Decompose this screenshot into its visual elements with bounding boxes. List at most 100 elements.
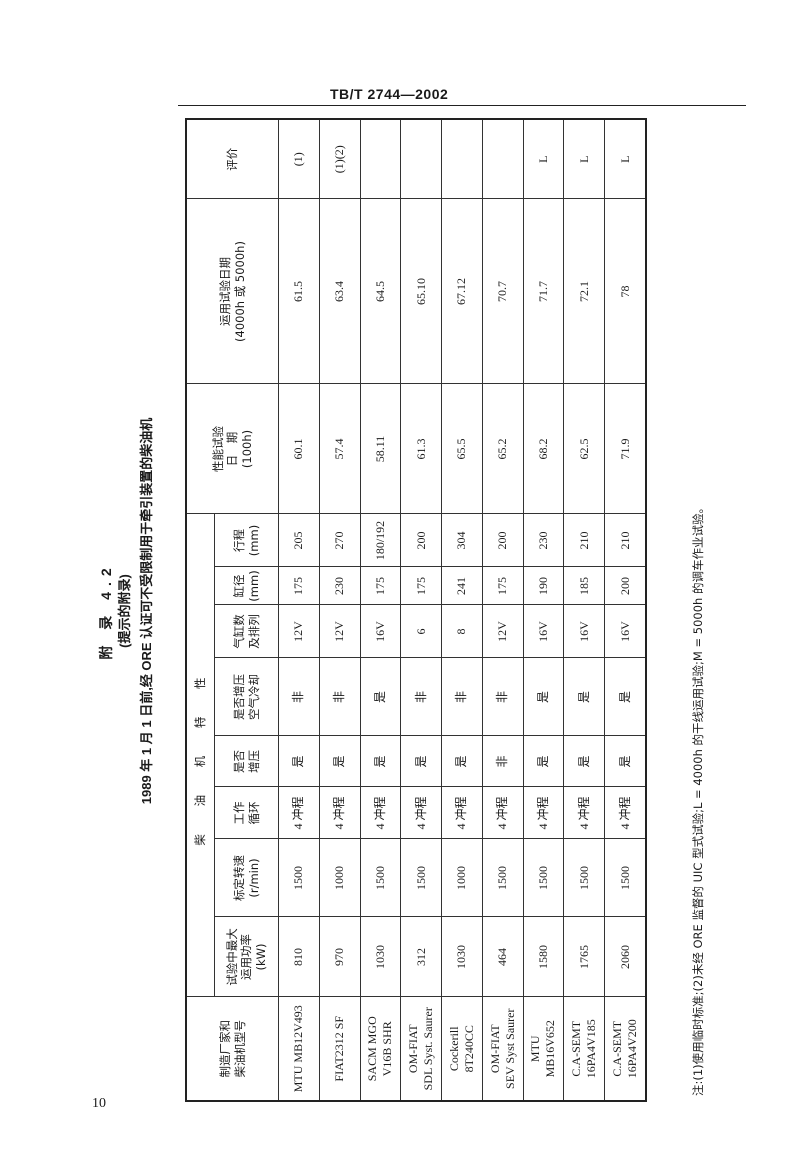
- table-cell: 1500: [523, 839, 564, 917]
- table-cell: 16V: [523, 605, 564, 658]
- table-cell: 是: [523, 658, 564, 736]
- table-cell: (1)(2): [319, 119, 361, 199]
- table-cell: [482, 119, 524, 199]
- table-cell: 是: [604, 736, 646, 787]
- table-cell: 12V: [482, 605, 524, 658]
- table-cell: C.A-SEMT 16PA4V200: [604, 997, 646, 1101]
- appendix-type: (提示的附录): [117, 574, 132, 648]
- table-cell: 71.7: [523, 199, 564, 384]
- table-cell: 4 冲程: [563, 787, 605, 839]
- table-cell: 65.2: [482, 384, 524, 514]
- table-cell: 是: [441, 736, 483, 787]
- appendix-title: 附 录 4.2: [98, 562, 114, 660]
- table-cell: 是: [604, 658, 646, 736]
- table-cell: 78: [604, 199, 646, 384]
- table-row: OM-FIAT SEV Syst Saurer 464 1500 4 冲程非非 12V 1…: [482, 119, 524, 1101]
- table-cell: 是: [400, 736, 442, 787]
- table-cell: 4 冲程: [523, 787, 564, 839]
- table-cell: 6: [400, 605, 442, 658]
- table-cell: 12V: [278, 605, 320, 658]
- table-cell: 8: [441, 605, 483, 658]
- col-header-cylinders: 气缸数 及排列: [214, 605, 279, 658]
- table-cell: 230: [523, 514, 564, 567]
- table-cell: MTU MB16V652: [523, 997, 564, 1101]
- table-cell: 4 冲程: [278, 787, 320, 839]
- table-row: MTU MB12V493 810 1500 4 冲程是非 12V 175 205 60.1 61…: [278, 119, 320, 1101]
- table-cell: 1000: [441, 839, 483, 917]
- table-cell: 175: [360, 567, 401, 605]
- table-cell: 是: [278, 736, 320, 787]
- table-row: SACM MGO V16B SHR 1030 1500 4 冲程是是 16V 175 180…: [360, 119, 401, 1101]
- table-cell: Cockerill 8T240CC: [441, 997, 483, 1101]
- col-header-manufacturer: 制造厂家和 柴油机型号: [186, 997, 279, 1101]
- table-cell: 1500: [604, 839, 646, 917]
- table-cell: 60.1: [278, 384, 320, 514]
- table-cell: MTU MB12V493: [278, 997, 320, 1101]
- table-cell: 57.4: [319, 384, 361, 514]
- table-cell: SACM MGO V16B SHR: [360, 997, 401, 1101]
- table-cell: 68.2: [523, 384, 564, 514]
- table-cell: 4 冲程: [482, 787, 524, 839]
- table-cell: 230: [319, 567, 361, 605]
- table-cell: L: [563, 119, 605, 199]
- table-row: OM-FIAT SDL Syst. Saurer 312 1500 4 冲程是非 6 17…: [400, 119, 442, 1101]
- table-cell: 是: [319, 736, 361, 787]
- table-cell: 非: [482, 736, 524, 787]
- table-cell: 304: [441, 514, 483, 567]
- table-cell: 62.5: [563, 384, 605, 514]
- table-cell: L: [604, 119, 646, 199]
- table-cell: 200: [400, 514, 442, 567]
- table-cell: 1030: [441, 917, 483, 997]
- table-cell: 1765: [563, 917, 605, 997]
- table-cell: 1500: [360, 839, 401, 917]
- table-cell: 67.12: [441, 199, 483, 384]
- col-header-max-power: 试验中最大 运用功率 (kW): [214, 917, 279, 997]
- table-cell: 4 冲程: [319, 787, 361, 839]
- header-rule: [178, 105, 746, 106]
- table-row: MTU MB16V652 1580 1500 4 冲程是是 16V 190 230 68.2 7…: [523, 119, 564, 1101]
- table-cell: 16V: [360, 605, 401, 658]
- table-cell: 210: [563, 514, 605, 567]
- table-cell: 210: [604, 514, 646, 567]
- col-header-stroke: 行程 (mm): [214, 514, 279, 567]
- table-cell: 64.5: [360, 199, 401, 384]
- table-cell: [360, 119, 401, 199]
- table-cell: 175: [482, 567, 524, 605]
- table-row: C.A-SEMT 16PA4V200 2060 1500 4 冲程是是 16V 200 21…: [604, 119, 646, 1101]
- table-cell: 16V: [604, 605, 646, 658]
- table-cell: 312: [400, 917, 442, 997]
- table-row: FIAT2312 SF 970 1000 4 冲程是非 12V 230 270 57.4 63.…: [319, 119, 361, 1101]
- table-cell: FIAT2312 SF: [319, 997, 361, 1101]
- table-cell: 1030: [360, 917, 401, 997]
- table-cell: 1500: [482, 839, 524, 917]
- table-cell: OM-FIAT SEV Syst Saurer: [482, 997, 524, 1101]
- table-cell: 180/192: [360, 514, 401, 567]
- table-cell: 1500: [400, 839, 442, 917]
- table-cell: 1500: [278, 839, 320, 917]
- table-cell: 65.10: [400, 199, 442, 384]
- table-cell: 61.5: [278, 199, 320, 384]
- col-header-supercharged: 是否 增压: [214, 736, 279, 787]
- table-cell: [441, 119, 483, 199]
- group-header-engine-characteristics: 柴 油 机 特 性: [186, 514, 215, 997]
- table-cell: 4 冲程: [604, 787, 646, 839]
- table-cell: 72.1: [563, 199, 605, 384]
- table-cell: 270: [319, 514, 361, 567]
- table-cell: 4 冲程: [400, 787, 442, 839]
- table-cell: 1500: [563, 839, 605, 917]
- table-cell: 200: [604, 567, 646, 605]
- table-cell: 2060: [604, 917, 646, 997]
- col-header-evaluation: 评价: [186, 119, 279, 199]
- table-cell: 190: [523, 567, 564, 605]
- table-cell: 4 冲程: [360, 787, 401, 839]
- table-row: C.A-SEMT 16PA4V185 1765 1500 4 冲程是是 16V 185 21…: [563, 119, 605, 1101]
- table-cell: 241: [441, 567, 483, 605]
- table-cell: 是: [523, 736, 564, 787]
- table-cell: 非: [441, 658, 483, 736]
- table-cell: 非: [278, 658, 320, 736]
- table-cell: C.A-SEMT 16PA4V185: [563, 997, 605, 1101]
- table-row: Cockerill 8T240CC 1030 1000 4 冲程是非 8 241 304 65…: [441, 119, 483, 1101]
- page-number: 10: [92, 1096, 106, 1111]
- table-cell: 185: [563, 567, 605, 605]
- footnote: 注:(1)使用临时标准;(2)未经 ORE 监督的 UIC 型式试验;L = 4…: [691, 502, 705, 1096]
